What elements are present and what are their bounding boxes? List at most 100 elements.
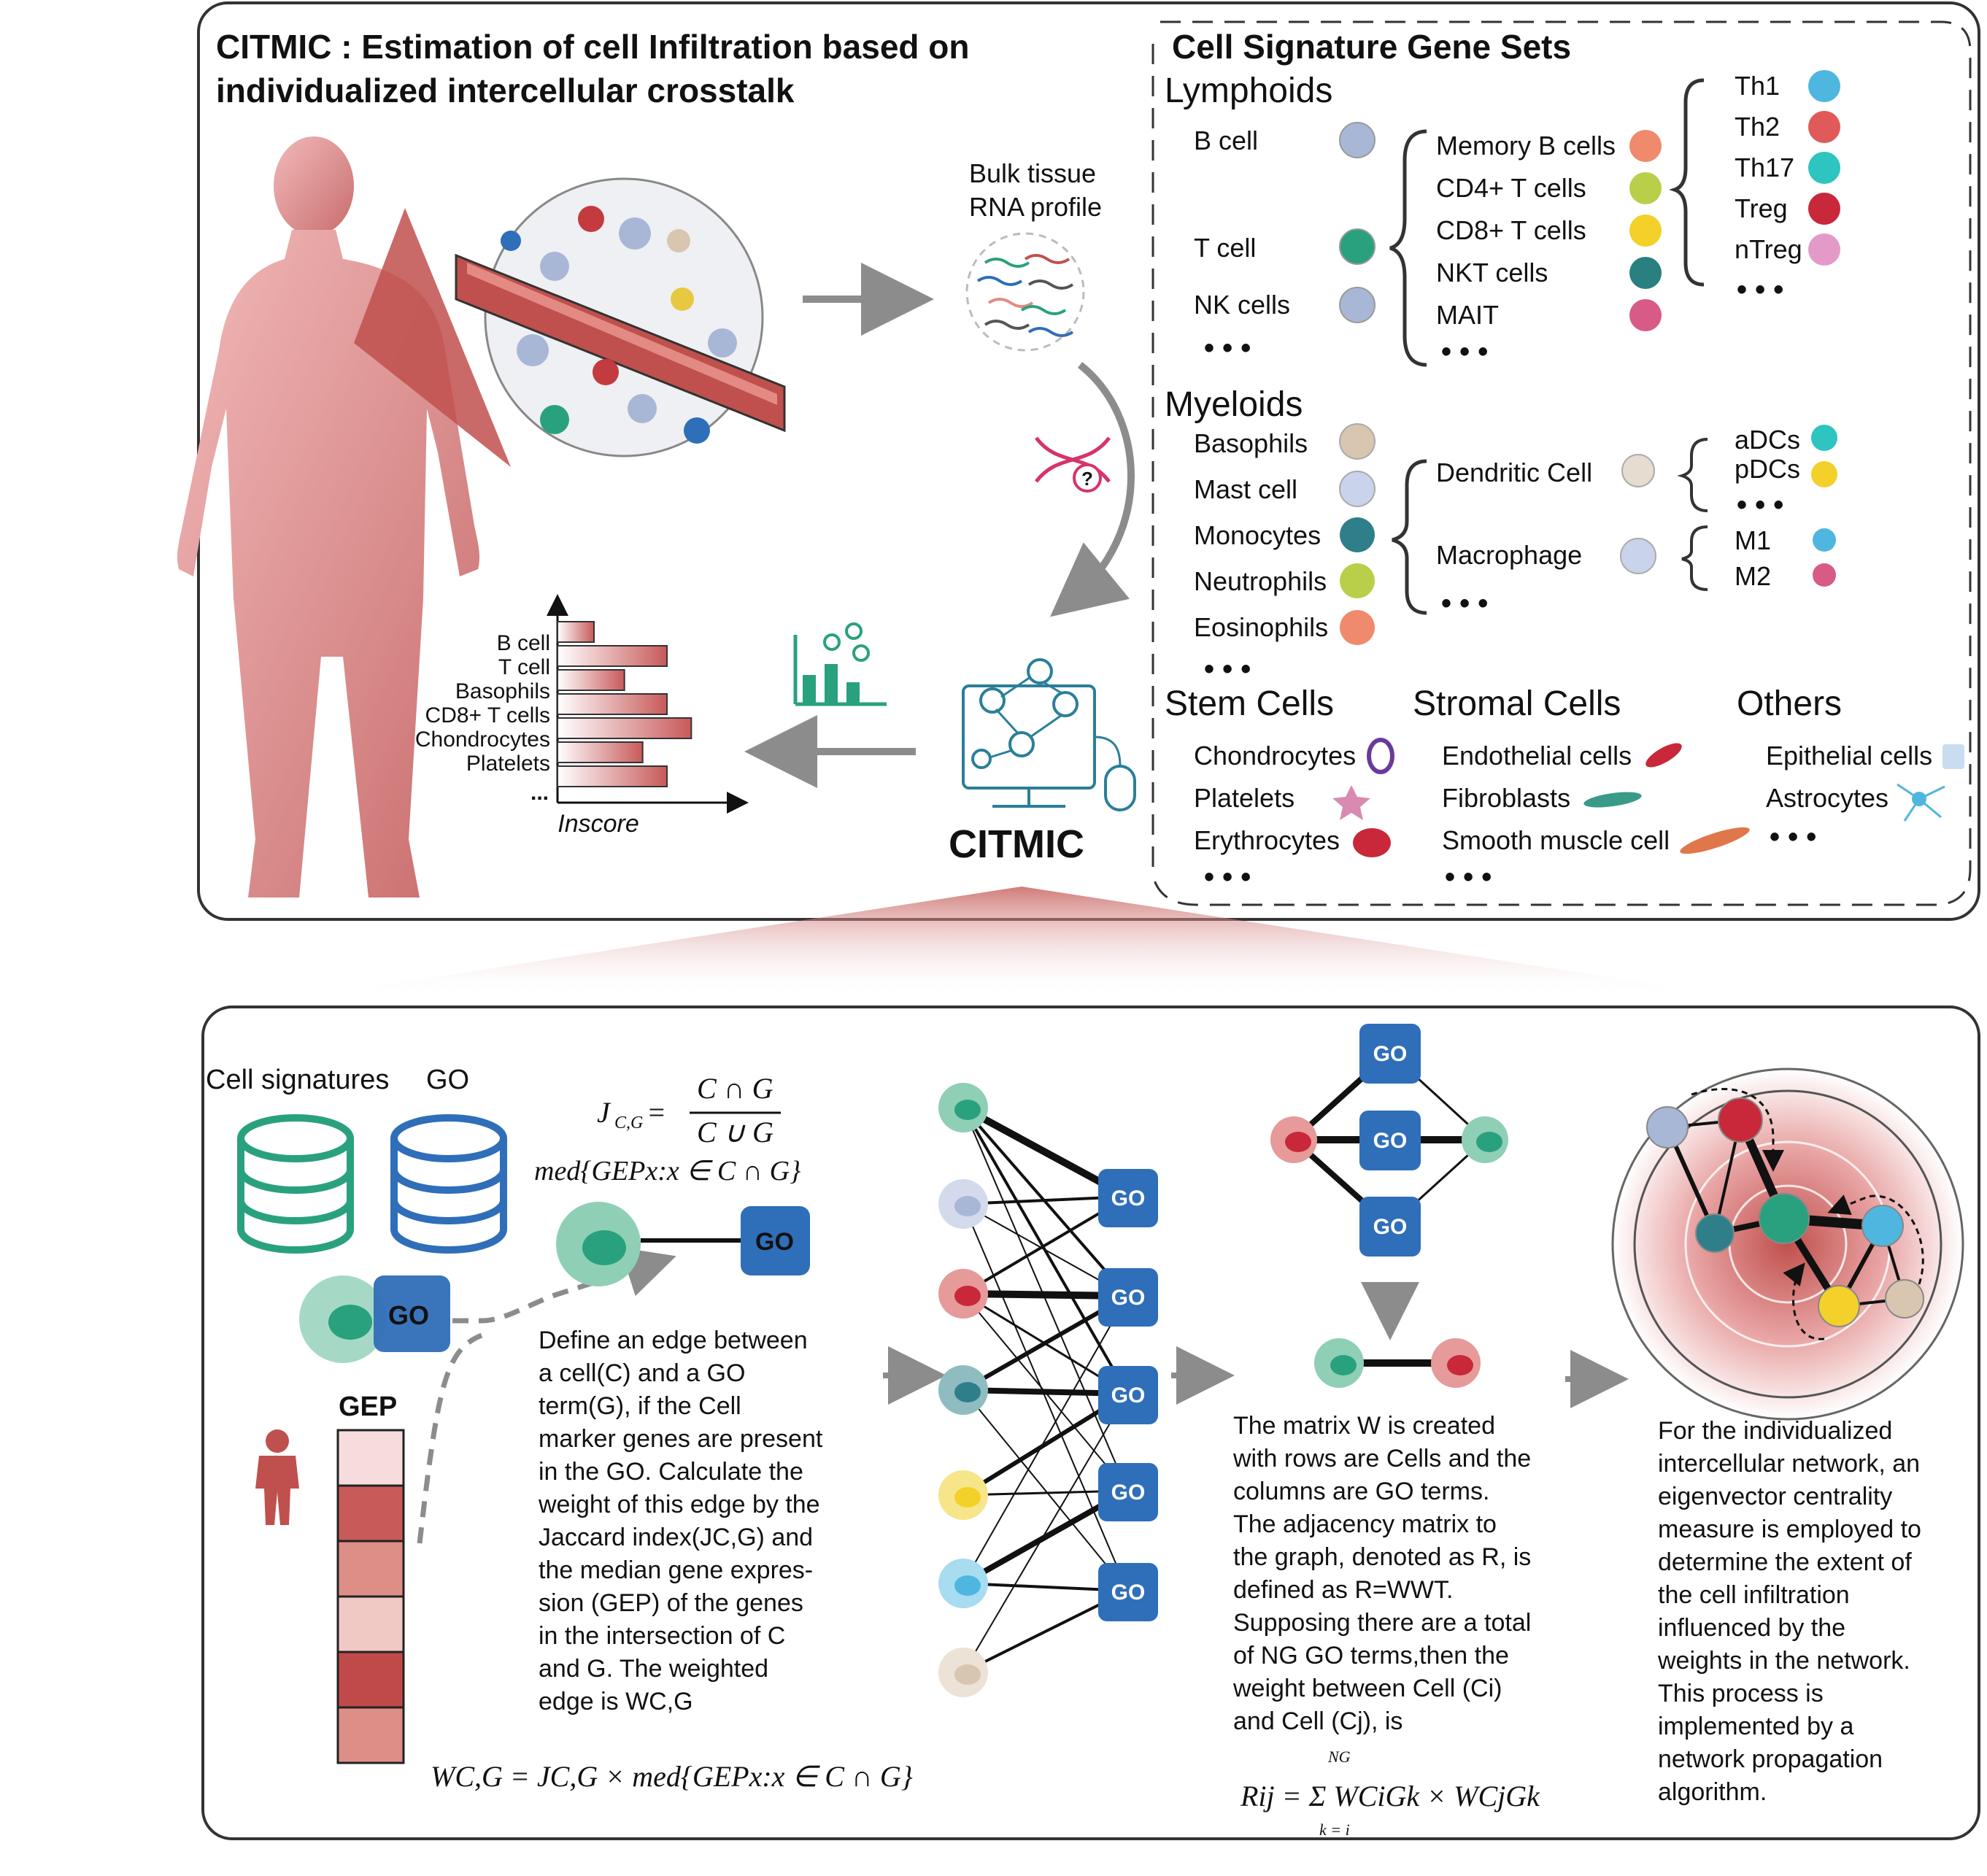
projection-go-label: GO xyxy=(1373,1129,1408,1153)
sum-lower: k = i xyxy=(1319,1821,1350,1839)
macrophage-icon xyxy=(1620,538,1656,574)
stromal-fibroblasts: Fibroblasts xyxy=(1442,783,1570,813)
cell-node-nucleus xyxy=(954,1196,981,1216)
macro-brace xyxy=(1681,525,1708,591)
cd4-ntreg: nTreg xyxy=(1735,234,1802,264)
go-overlap-text: GO xyxy=(388,1300,429,1330)
go-node xyxy=(1098,1463,1158,1521)
chart-tick-label: CD8+ T cells xyxy=(425,703,550,727)
endothelial-icon xyxy=(1645,743,1682,768)
myeloid-mast: Mast cell xyxy=(1194,474,1297,504)
text-line: of NG GO terms,then the xyxy=(1233,1642,1509,1670)
text-line: Jaccard index(JC,G) and xyxy=(539,1524,813,1551)
stem-ellipsis: • • • xyxy=(1204,861,1251,893)
stem-platelets: Platelets xyxy=(1194,783,1295,813)
gep-label: GEP xyxy=(339,1391,397,1422)
projection-go-node xyxy=(1359,1197,1421,1257)
text-line: a cell(C) and a GO xyxy=(539,1359,745,1387)
text-line: This process is xyxy=(1658,1680,1824,1707)
dna-question-icon: ? xyxy=(1035,436,1111,493)
jaccard-sub: C,G xyxy=(614,1113,643,1132)
others-ellipsis: • • • xyxy=(1770,821,1816,853)
text-line: For the individualized xyxy=(1658,1417,1892,1445)
jaccard-lhs: J xyxy=(597,1096,611,1129)
text-line: in the intersection of C xyxy=(539,1622,785,1650)
eosinophil-icon xyxy=(1340,610,1375,645)
gene-sets-dashed-panel xyxy=(1151,20,1972,906)
svg-text:?: ? xyxy=(1081,468,1093,490)
bipartite-graph: GO GO GO GO GO xyxy=(938,1083,1158,1697)
myeloid-basophils: Basophils xyxy=(1194,428,1308,458)
macro-m1: M1 xyxy=(1735,525,1771,555)
chart-bar xyxy=(557,741,644,763)
lymph-nk-cells: NK cells xyxy=(1194,290,1290,320)
go-node-text: GO xyxy=(755,1228,794,1256)
myeloid-dc: Dendritic Cell xyxy=(1436,458,1592,487)
text-line: the median gene expres- xyxy=(539,1556,813,1584)
jaccard-eq: = xyxy=(647,1096,666,1129)
m2-icon xyxy=(1813,563,1836,587)
text-line: implemented by a xyxy=(1658,1713,1853,1740)
text-line: eigenvector centrality xyxy=(1658,1483,1892,1510)
m1-icon xyxy=(1813,528,1836,552)
cell-node-nucleus xyxy=(954,1487,981,1508)
stem-erythrocytes: Erythrocytes xyxy=(1194,825,1340,855)
go-node-label: GO xyxy=(1111,1286,1146,1310)
zoom-funnel xyxy=(336,887,1708,992)
cd4-th2: Th2 xyxy=(1735,112,1780,142)
projection-go-node xyxy=(1359,1024,1421,1084)
memory-b-icon xyxy=(1629,130,1662,162)
projection-go-node xyxy=(1359,1111,1421,1170)
text-line: term(G), if the Cell xyxy=(539,1392,741,1420)
monocyte-icon xyxy=(1340,517,1375,552)
myeloid-eosinophils: Eosinophils xyxy=(1194,612,1328,642)
go-node xyxy=(1098,1268,1158,1327)
cd4-treg: Treg xyxy=(1735,193,1788,223)
define-edge-text: Define an edge between a cell(C) and a GO… xyxy=(538,1327,823,1715)
cell-node-nucleus xyxy=(954,1664,981,1685)
epithelial-icon xyxy=(1942,744,1964,769)
text-line: algorithm. xyxy=(1658,1778,1767,1806)
text-line: defined as R=WWT. xyxy=(1233,1576,1453,1604)
erythrocyte-icon xyxy=(1353,828,1391,857)
top-panel xyxy=(197,1,1980,921)
cd8-icon xyxy=(1629,215,1662,247)
cell-node-nucleus xyxy=(954,1575,981,1596)
database-icon xyxy=(390,1114,507,1254)
text-line: columns are GO terms. xyxy=(1233,1478,1489,1505)
text-line: the cell infiltration xyxy=(1658,1581,1850,1609)
bipartite-edge xyxy=(962,1203,1128,1591)
stromal-smooth-muscle: Smooth muscle cell xyxy=(1442,825,1670,855)
projected-cell-a-nucleus xyxy=(1330,1355,1357,1375)
go-node-label: GO xyxy=(1111,1481,1146,1505)
bottom-panel xyxy=(201,1005,1980,1840)
human-body-icon xyxy=(177,136,511,898)
th2-icon xyxy=(1808,111,1840,143)
dendritic-cell-icon xyxy=(1621,454,1655,487)
weight-formula: WC,G = JC,G × med{GEPx:x ∈ C ∩ G} xyxy=(431,1760,913,1793)
final-text: For the individualized intercellular netw… xyxy=(1657,1417,1921,1806)
th1-icon xyxy=(1808,70,1840,102)
t-cell-icon xyxy=(1339,228,1376,265)
cd4-icon xyxy=(1629,172,1662,204)
chart-bar xyxy=(557,693,668,715)
treg-icon xyxy=(1808,193,1840,225)
myeloid-neutrophils: Neutrophils xyxy=(1194,566,1327,596)
gep-column xyxy=(336,1429,405,1764)
dashed-arrow-go xyxy=(452,1247,676,1324)
go-node-label: GO xyxy=(1111,1580,1146,1605)
myeloid-macrophage: Macrophage xyxy=(1436,540,1582,570)
main-title-line1: CITMIC : Estimation of cell Infiltration… xyxy=(216,28,969,66)
computer-network-icon xyxy=(962,658,1136,811)
b-cell-icon xyxy=(1339,122,1376,158)
dc-pdcs: pDCs xyxy=(1735,454,1800,484)
chart-bar xyxy=(557,645,668,667)
text-line: influenced by the xyxy=(1658,1614,1845,1642)
go-projection-graph: GO GO GO xyxy=(1270,1024,1508,1388)
go-node-label: GO xyxy=(1111,1383,1146,1408)
neutrophil-icon xyxy=(1340,563,1375,598)
chart-bar xyxy=(557,621,595,643)
chart-bar xyxy=(557,669,625,691)
